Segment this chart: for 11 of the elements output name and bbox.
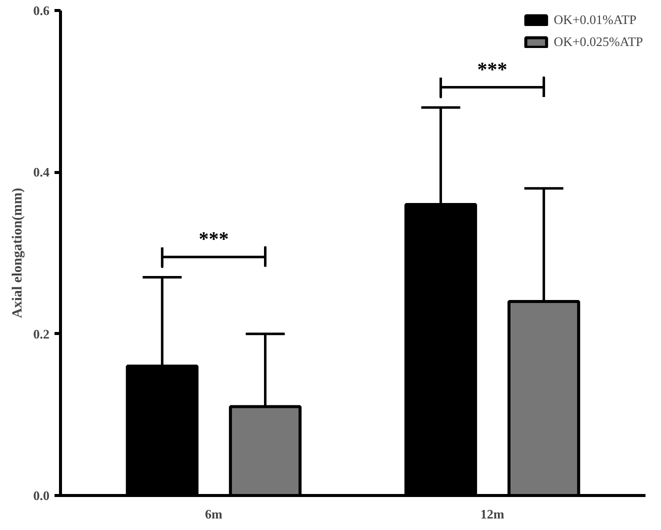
- y-tick-label: 0.6: [33, 3, 50, 18]
- legend-label: OK+0.025%ATP: [554, 34, 643, 50]
- y-tick-label: 0.4: [33, 164, 50, 180]
- annotation: ***: [198, 228, 229, 251]
- legend-label: OK+0.01%ATP: [554, 12, 636, 28]
- annotation: ***: [477, 58, 508, 81]
- x-tick-label: 6m: [205, 506, 223, 522]
- x-tick-label: 12m: [480, 506, 504, 522]
- y-tick-label: 0.2: [33, 326, 50, 342]
- y-axis-title: Axial elongation(mm): [10, 188, 26, 318]
- y-tick-label: 0.0: [33, 488, 50, 503]
